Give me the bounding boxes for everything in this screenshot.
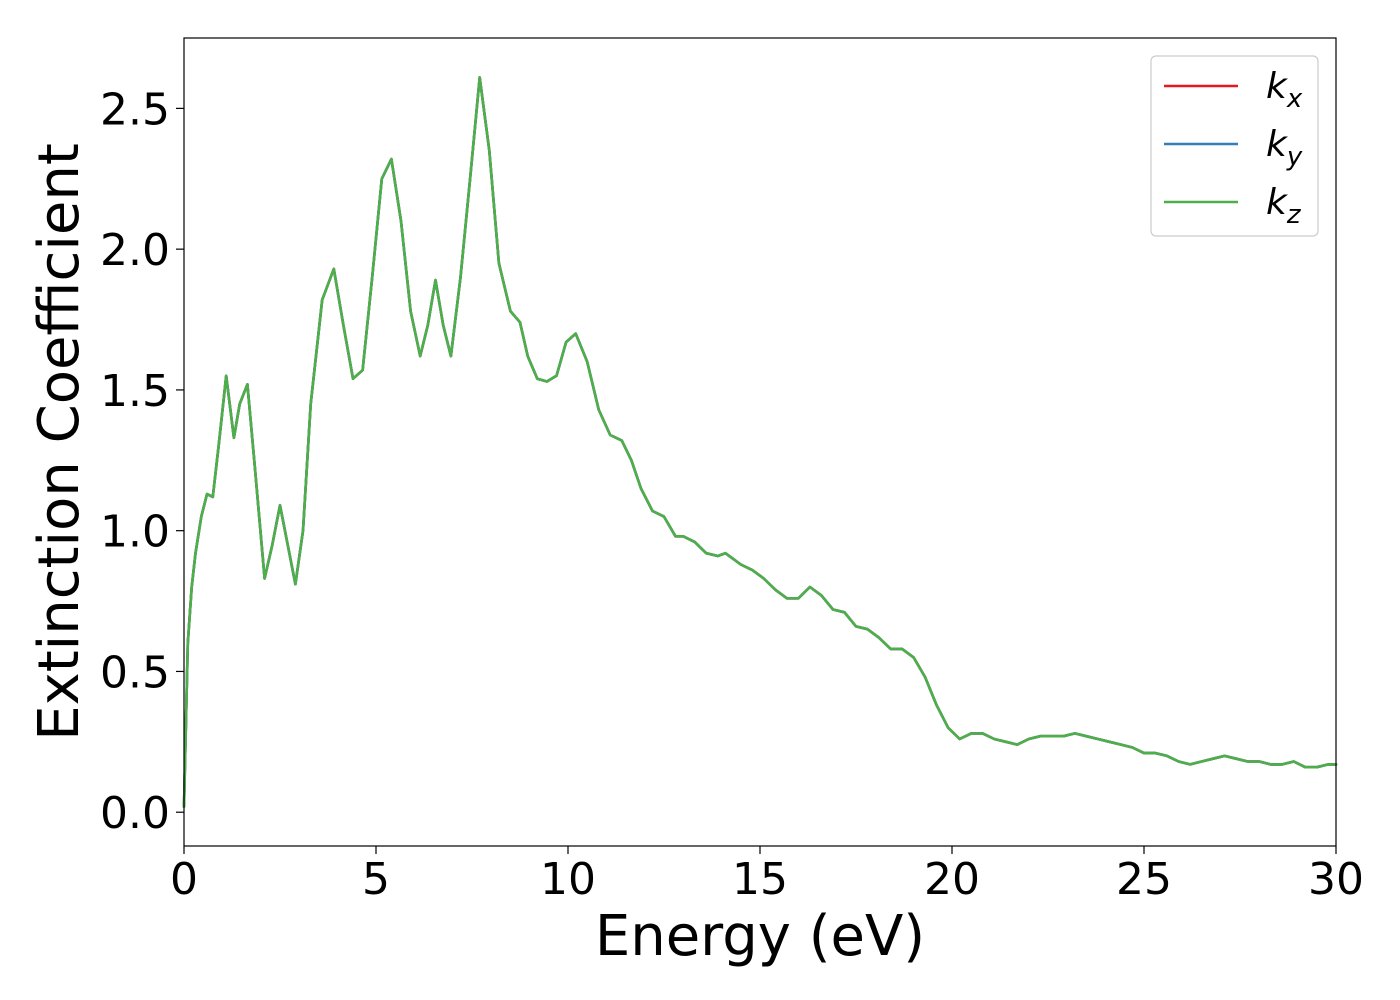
x-tick-label: 30 xyxy=(1308,854,1364,905)
x-axis-label: Energy (eV) xyxy=(595,904,925,969)
x-tick-label: 0 xyxy=(170,854,198,905)
x-tick-label: 20 xyxy=(924,854,980,905)
legend-label-base: k xyxy=(1266,66,1289,107)
legend-label-base: k xyxy=(1266,182,1289,223)
series-line-z xyxy=(182,76,1338,808)
y-tick-label: 0.5 xyxy=(100,647,170,698)
y-tick-label: 1.0 xyxy=(100,507,170,558)
legend-box xyxy=(1150,55,1319,237)
x-tick-label: 25 xyxy=(1116,854,1172,905)
legend-label-subscript: x xyxy=(1286,84,1303,114)
series-layer xyxy=(182,76,1338,808)
y-tick-label: 2.5 xyxy=(100,84,170,135)
legend-label-z: kz xyxy=(1266,182,1302,230)
legend-label-y: ky xyxy=(1266,124,1303,172)
y-tick-label: 1.5 xyxy=(100,366,170,417)
x-tick-label: 10 xyxy=(540,854,596,905)
x-axis-ticks: 0 5 10 15 20 25 30 xyxy=(170,846,1364,905)
legend-label-subscript: z xyxy=(1286,200,1302,230)
x-tick-label: 15 xyxy=(732,854,788,905)
y-tick-label: 2.0 xyxy=(100,225,170,276)
legend-label-x: kx xyxy=(1266,66,1303,114)
x-tick-label: 5 xyxy=(362,854,390,905)
y-axis-label: Extinction Coefficient xyxy=(27,143,92,741)
legend-label-base: k xyxy=(1266,124,1289,165)
legend-label-subscript: y xyxy=(1286,142,1303,172)
y-tick-label: 0.0 xyxy=(100,788,170,839)
y-axis-ticks: 0.0 0.5 1.0 1.5 2.0 2.5 xyxy=(100,84,184,839)
